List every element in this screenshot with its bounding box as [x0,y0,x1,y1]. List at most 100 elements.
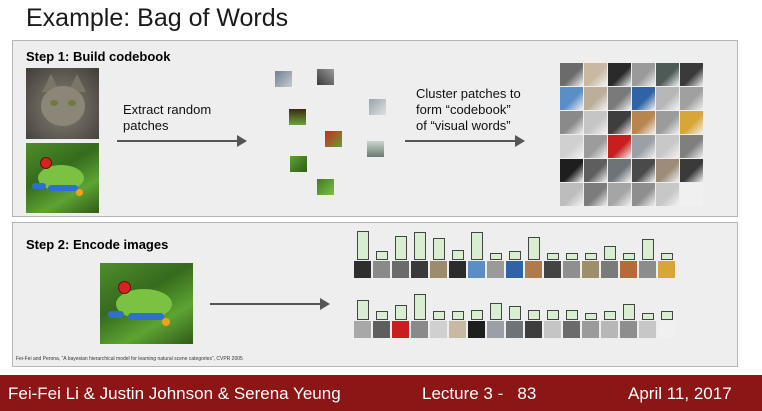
histogram-bin [487,303,504,338]
codeword-swatch [601,321,618,338]
codeword-swatch [601,261,618,278]
histogram-bar [451,311,464,320]
codeword-swatch [430,261,447,278]
codeword-swatch [582,321,599,338]
histogram-bin [468,310,485,338]
histogram-bar [584,313,597,320]
codeword-patch [680,87,703,110]
patch [325,131,342,147]
step1-panel: Step 1: Build codebook Extract random pa… [12,40,738,217]
histogram-bar [603,311,616,320]
step2-panel: Step 2: Encode images Fei-Fei and Perona… [12,222,738,367]
codeword-patch [632,135,655,158]
histogram-bar [432,311,445,320]
histogram-bar [356,231,369,260]
histogram-bin [601,311,618,338]
encode-arrow [210,298,330,310]
codeword-swatch [468,321,485,338]
histogram-bin [449,250,466,278]
codeword-patch [656,87,679,110]
codeword-patch [608,111,631,134]
codeword-patch [656,135,679,158]
histogram-bin [373,311,390,338]
codeword-swatch [411,261,428,278]
codeword-patch [632,183,655,206]
histogram-bar [660,311,673,320]
codeword-swatch [449,261,466,278]
histogram-bin [354,300,371,338]
codeword-patch [584,159,607,182]
codeword-swatch [354,321,371,338]
codeword-patch [656,159,679,182]
histogram-bin [373,251,390,278]
codeword-swatch [506,321,523,338]
codeword-patch [560,159,583,182]
histogram-bin [582,313,599,338]
codeword-patch [608,159,631,182]
histogram-bin [658,253,675,278]
footer-lecture: Lecture 3 - 83 [422,384,537,403]
histogram-bin [411,294,428,338]
histogram-2 [354,294,675,338]
codeword-patch [632,87,655,110]
codeword-swatch [639,261,656,278]
step2-heading: Step 2: Encode images [26,237,169,252]
histogram-bin [544,253,561,278]
histogram-bar [356,300,369,320]
patch [290,156,307,172]
histogram-bin [620,304,637,338]
histogram-bin [639,239,656,278]
codeword-swatch [449,321,466,338]
codeword-patch [608,87,631,110]
patch [367,141,384,157]
patch [275,71,292,87]
patch [369,99,386,115]
codeword-patch [560,135,583,158]
codeword-patch [680,63,703,86]
histogram-bar [508,251,521,260]
codeword-patch [680,135,703,158]
histogram-bar [641,313,654,320]
codeword-patch [608,63,631,86]
histogram-bar [470,310,483,320]
codeword-patch [680,183,703,206]
histogram-bin [392,236,409,278]
codeword-swatch [620,261,637,278]
codeword-swatch [468,261,485,278]
histogram-bar [413,232,426,260]
codeword-swatch [658,321,675,338]
histogram-bar [546,253,559,260]
histogram-bar [603,246,616,260]
histogram-bin [582,253,599,278]
histogram-bin [487,253,504,278]
histogram-bar [641,239,654,260]
codeword-swatch [506,261,523,278]
codeword-swatch [392,321,409,338]
histogram-bar [489,253,502,260]
codeword-patch [560,183,583,206]
codeword-patch [584,63,607,86]
histogram-bin [430,238,447,278]
codeword-swatch [487,321,504,338]
histogram-bar [622,253,635,260]
codeword-swatch [563,261,580,278]
codeword-patch [584,111,607,134]
codeword-patch [584,135,607,158]
histogram-bin [392,305,409,338]
histogram-bar [375,251,388,260]
histogram-bar [413,294,426,320]
codeword-swatch [525,321,542,338]
footer-authors: Fei-Fei Li & Justin Johnson & Serena Yeu… [8,384,341,403]
histogram-bin [354,231,371,278]
patch [317,179,334,195]
histogram-bar [375,311,388,320]
patch [317,69,334,85]
histogram-bar [527,310,540,320]
codeword-patch [656,111,679,134]
histogram-bar [584,253,597,260]
histogram-bin [411,232,428,278]
histogram-bar [432,238,445,260]
codeword-swatch [563,321,580,338]
codeword-swatch [544,321,561,338]
codeword-patch [632,111,655,134]
